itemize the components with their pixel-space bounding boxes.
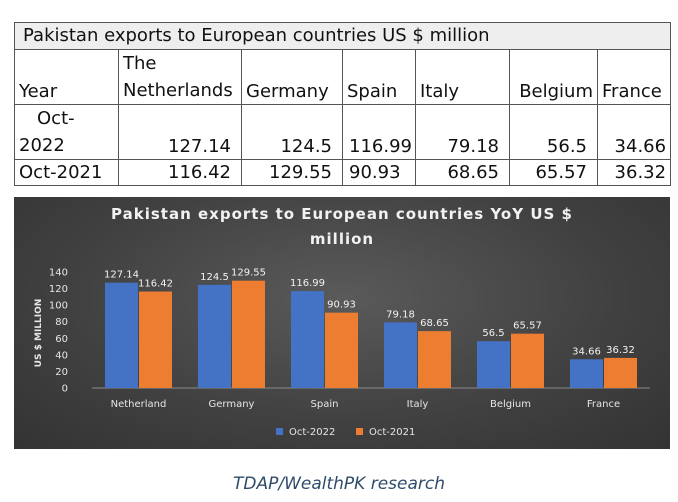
year-cell-2022: Oct- 2022 bbox=[14, 104, 119, 160]
value-cell: 68.65 bbox=[415, 159, 510, 186]
header-netherlands: The Netherlands bbox=[118, 49, 242, 105]
table-row: Oct-2021 116.42 129.55 90.93 68.65 65.57… bbox=[14, 159, 672, 186]
value-cell: 79.18 bbox=[415, 104, 510, 160]
header-spain: Spain bbox=[342, 49, 416, 105]
chart-title-line1: Pakistan exports to European countries Y… bbox=[111, 205, 573, 223]
header-belgium: Belgium bbox=[509, 49, 598, 105]
bar bbox=[325, 312, 358, 388]
y-tick-label: 0 bbox=[62, 384, 68, 395]
legend-swatch bbox=[276, 428, 283, 435]
legend-swatch bbox=[356, 428, 363, 435]
bar-chart: Pakistan exports to European countries Y… bbox=[34, 205, 650, 438]
x-tick-label: Spain bbox=[311, 399, 339, 410]
data-label: 127.14 bbox=[104, 270, 139, 281]
header-germany: Germany bbox=[241, 49, 343, 105]
value-cell: 116.99 bbox=[342, 104, 416, 160]
chart-title-line2: million bbox=[310, 230, 374, 248]
x-tick-label: Netherland bbox=[111, 399, 167, 410]
value-cell: 36.32 bbox=[596, 159, 672, 186]
bar bbox=[511, 333, 544, 388]
data-label: 129.55 bbox=[231, 268, 266, 279]
data-label: 56.5 bbox=[482, 328, 504, 339]
table-title-row: Pakistan exports to European countries U… bbox=[13, 22, 672, 50]
value-cell: 34.66 bbox=[596, 104, 672, 160]
data-label: 36.32 bbox=[606, 345, 635, 356]
value-cell: 116.42 bbox=[118, 159, 242, 186]
x-tick-label: Germany bbox=[209, 399, 255, 410]
legend-label: Oct-2021 bbox=[369, 427, 415, 438]
header-italy: Italy bbox=[415, 49, 510, 105]
year-header: Year bbox=[14, 49, 119, 105]
data-label: 68.65 bbox=[420, 318, 449, 329]
year-line2: 2022 bbox=[19, 135, 65, 156]
y-tick-label: 80 bbox=[55, 317, 68, 328]
data-label: 116.42 bbox=[138, 279, 173, 290]
bar bbox=[604, 357, 637, 388]
value-cell: 127.14 bbox=[118, 104, 242, 160]
legend-label: Oct-2022 bbox=[289, 427, 335, 438]
data-label: 65.57 bbox=[513, 321, 542, 332]
exports-table: Pakistan exports to European countries U… bbox=[13, 22, 672, 186]
table-header-row: Year The Netherlands Germany Spain Italy… bbox=[14, 49, 672, 105]
value-cell: 124.5 bbox=[241, 104, 343, 160]
value-cell: 90.93 bbox=[342, 159, 416, 186]
bar bbox=[105, 282, 138, 388]
y-tick-label: 140 bbox=[49, 268, 68, 279]
y-tick-label: 60 bbox=[55, 334, 68, 345]
year-cell-2021: Oct-2021 bbox=[14, 159, 119, 186]
data-label: 90.93 bbox=[327, 300, 356, 311]
bar bbox=[570, 359, 603, 388]
y-axis-label: US $ MILLION bbox=[34, 299, 44, 368]
bar bbox=[418, 331, 451, 388]
value-cell: 65.57 bbox=[509, 159, 598, 186]
value-cell: 129.55 bbox=[241, 159, 343, 186]
source-note: TDAP/WealthPK research bbox=[232, 474, 446, 494]
x-tick-label: Belgium bbox=[490, 399, 531, 410]
bar bbox=[198, 284, 231, 388]
x-tick-label: Italy bbox=[407, 399, 429, 410]
y-tick-label: 100 bbox=[49, 301, 68, 312]
x-tick-label: France bbox=[587, 399, 620, 410]
header-france: France bbox=[596, 49, 672, 105]
table-row: Oct- 2022 127.14 124.5 116.99 79.18 56.5… bbox=[14, 104, 672, 160]
data-label: 79.18 bbox=[386, 309, 415, 320]
value-cell: 56.5 bbox=[509, 104, 598, 160]
data-label: 124.5 bbox=[200, 272, 229, 283]
bar bbox=[232, 280, 265, 388]
data-label: 116.99 bbox=[290, 278, 325, 289]
bar bbox=[291, 291, 324, 388]
bar bbox=[477, 341, 510, 388]
bar bbox=[139, 291, 172, 388]
bar bbox=[384, 322, 417, 388]
chart-panel: Pakistan exports to European countries Y… bbox=[14, 197, 670, 449]
data-label: 34.66 bbox=[572, 346, 601, 357]
y-tick-label: 40 bbox=[55, 350, 68, 361]
y-tick-label: 120 bbox=[49, 284, 68, 295]
y-tick-label: 20 bbox=[55, 367, 68, 378]
year-line1: Oct- bbox=[37, 108, 75, 129]
table-title: Pakistan exports to European countries U… bbox=[13, 22, 672, 50]
